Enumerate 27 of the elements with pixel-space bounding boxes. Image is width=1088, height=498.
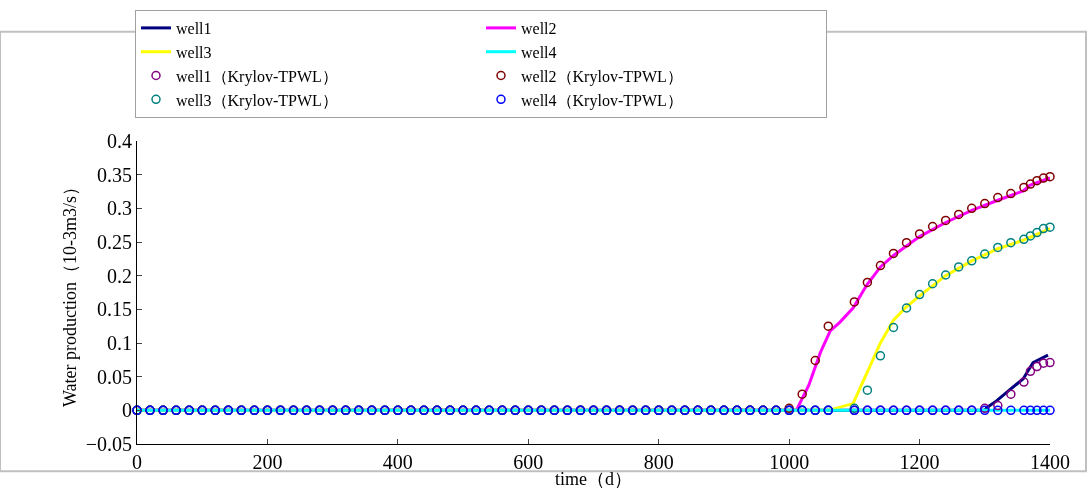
legend-label: well3 [176,43,212,61]
legend-label: well4 [521,43,557,61]
y-tick-label: 0.15 [97,298,132,321]
x-tick-label: 800 [643,451,674,473]
x-tick-label: 400 [382,451,413,473]
y-tick-label: −0.05 [85,433,132,455]
y-tick-label: 0.05 [97,365,132,388]
x-axis-title: time（d） [555,469,632,490]
y-tick-label: 0.35 [97,163,132,186]
legend-label: well4（Krylov-TPWL） [521,91,683,110]
x-tick-label: 1200 [899,451,940,473]
legend-label: well1 [176,20,212,38]
x-tick-label: 1000 [769,451,810,473]
legend-label: well2（Krylov-TPWL） [521,67,683,86]
y-tick-label: 0.1 [107,332,132,354]
legend-label: well3（Krylov-TPWL） [176,91,338,110]
y-tick-label: 0.25 [97,231,132,253]
y-tick-label: 0.3 [107,197,132,220]
y-tick-label: 0.2 [107,264,132,287]
legend-label: well2 [521,20,557,38]
y-tick-label: 0.4 [107,130,132,152]
y-tick-label: 0 [122,399,132,422]
legend-label: well1（Krylov-TPWL） [176,67,338,86]
x-tick-label: 200 [252,451,283,473]
x-tick-label: 600 [513,451,544,473]
y-axis-title: Water production（10-3m3/s） [59,177,80,408]
x-tick-label: 1400 [1030,451,1070,473]
